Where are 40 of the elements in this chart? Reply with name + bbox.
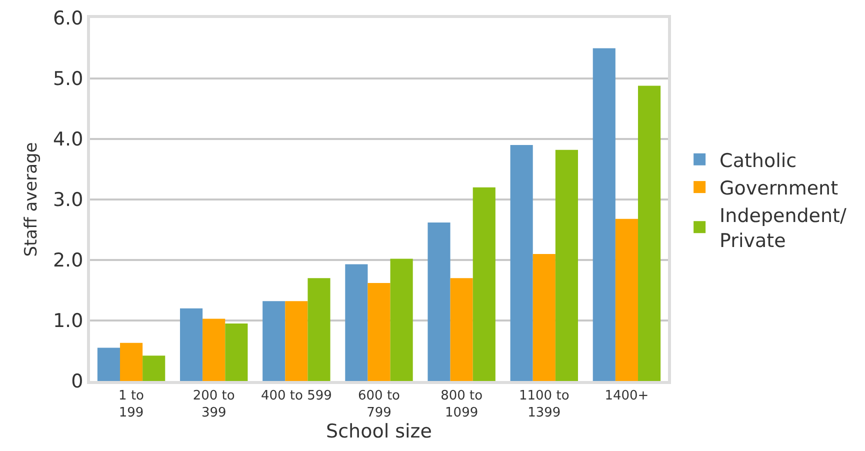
legend-label: Independent/ Private [720,205,847,252]
y-tick-label: 2.0 [52,250,84,272]
bar [225,324,248,381]
y-tick-label: 6.0 [52,8,84,30]
bar [450,278,473,381]
x-tick-label: 800 to 1099 [440,388,483,420]
bar [345,264,368,381]
legend-label: Catholic [720,150,797,172]
bar [202,318,226,381]
x-tick-label: 1400+ [604,388,649,404]
bar [262,301,286,381]
bar [510,145,533,381]
bar [120,342,143,381]
bar [285,301,308,381]
bar [180,308,203,381]
bar [308,278,330,381]
y-tick-label: 3.0 [52,189,84,212]
legend-label: Government [720,177,838,200]
x-tick-label: 400 to 599 [260,388,332,404]
y-axis-title: Staff average [22,142,42,257]
bar [472,187,496,381]
y-tick-label: 1.0 [52,310,84,332]
bar [638,86,661,381]
bar [615,218,638,381]
bar [555,150,578,381]
y-tick-label: 4.0 [52,128,84,151]
x-tick-label: 1100 to 1399 [519,388,570,420]
y-tick-label: 0 [71,370,84,393]
x-tick-label: 200 to 399 [192,388,235,420]
x-tick-label: 600 to 799 [358,388,400,420]
bar [428,222,450,381]
bar [532,254,556,381]
bar [97,348,120,381]
y-tick-label: 5.0 [52,68,84,90]
bar [592,48,616,381]
bar [390,258,413,381]
x-tick-label: 1 to 199 [118,388,144,420]
x-axis-title: School size [326,420,432,442]
bar [368,282,390,381]
bar [142,356,166,381]
